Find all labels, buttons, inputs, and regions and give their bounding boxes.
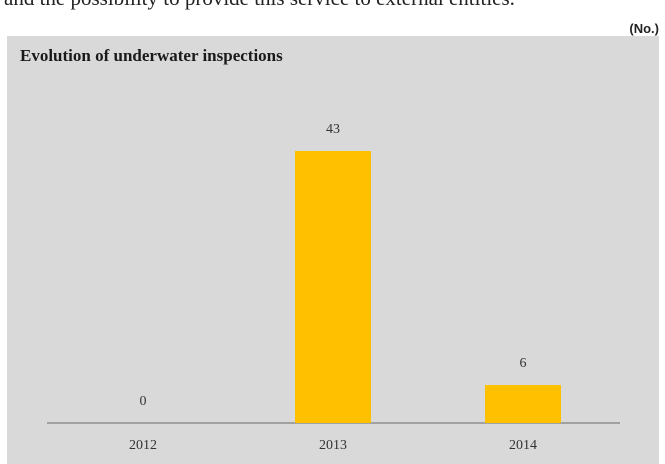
data-label-2013: 43 <box>326 122 340 137</box>
x-tick-label-2013: 2013 <box>319 438 347 453</box>
data-label-2012: 0 <box>140 394 147 409</box>
chart-title: Evolution of underwater inspections <box>20 46 283 65</box>
x-tick-label-2012: 2012 <box>129 438 157 453</box>
bar-2013 <box>295 151 371 423</box>
bar-chart: 0 2012 43 2013 6 2014 <box>47 122 620 453</box>
data-label-2014: 6 <box>520 356 527 371</box>
bar-2014 <box>485 385 561 423</box>
x-tick-label-2014: 2014 <box>509 438 537 453</box>
intro-text: and the possibility to provide this serv… <box>4 0 515 11</box>
unit-label: (No.) <box>629 21 659 36</box>
chart-panel: Evolution of underwater inspections 0 201… <box>7 36 659 464</box>
